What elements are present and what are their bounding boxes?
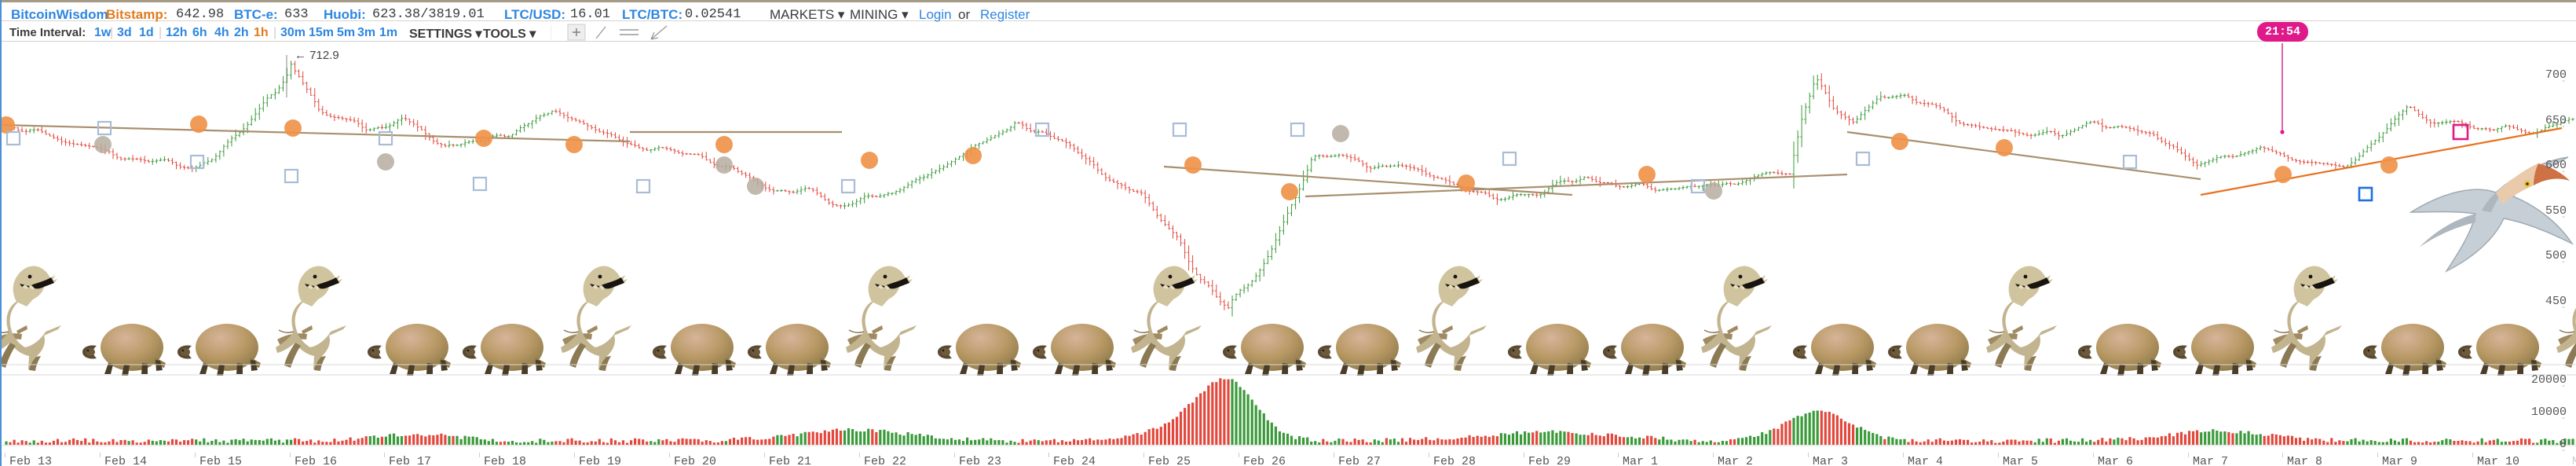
svg-text:← 712.9: ← 712.9 [295,49,339,62]
